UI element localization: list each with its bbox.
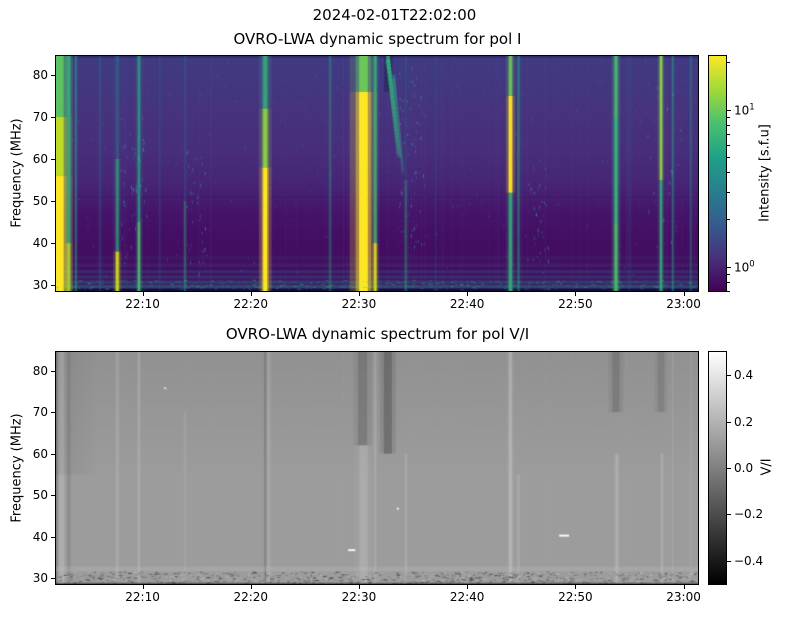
- colorbar-tick-label: 0.0: [734, 461, 754, 475]
- panel2-plot-area: [55, 351, 699, 585]
- colorbar-tick-label: −0.4: [734, 553, 764, 568]
- y-tick: [51, 495, 55, 497]
- x-tick-label: 23:00: [666, 297, 701, 311]
- x-tick-label: 23:00: [666, 590, 701, 604]
- panel2-colorbar: [708, 351, 727, 585]
- colorbar-tick-label: 0.4: [734, 368, 754, 383]
- x-tick-label: 22:30: [341, 297, 377, 311]
- x-tick-label: 22:50: [558, 297, 593, 311]
- x-tick-label: 22:10: [125, 297, 160, 311]
- y-tick-label: 60: [32, 446, 48, 461]
- panel1-heatmap-canvas: [56, 56, 698, 291]
- x-tick-label: 22:40: [449, 297, 485, 311]
- y-tick-label: 60: [32, 151, 48, 166]
- colorbar-tick-label: −0.2: [734, 507, 764, 522]
- colorbar-tick: [727, 219, 730, 221]
- y-tick-label: 80: [32, 67, 48, 82]
- y-tick: [51, 74, 55, 76]
- x-tick: [575, 292, 577, 296]
- y-tick: [51, 243, 55, 245]
- colorbar-tick: [727, 281, 730, 283]
- x-tick: [250, 585, 252, 589]
- x-tick: [142, 292, 144, 296]
- colorbar-tick: [727, 134, 730, 136]
- y-tick-label: 50: [32, 488, 48, 503]
- colorbar-tick: [727, 191, 730, 193]
- x-tick-label: 22:50: [558, 590, 593, 604]
- y-tick: [51, 536, 55, 538]
- colorbar-tick: [727, 468, 731, 469]
- y-tick-label: 80: [32, 363, 48, 378]
- y-tick-label: 40: [32, 529, 48, 544]
- panel1-ylabel: Frequency (MHz): [9, 118, 25, 228]
- colorbar-tick: [727, 560, 731, 562]
- y-tick-label: 30: [32, 278, 48, 293]
- y-tick: [51, 578, 55, 580]
- y-tick: [51, 285, 55, 287]
- panel2-ylabel: Frequency (MHz): [9, 413, 25, 523]
- colorbar-tick: [727, 172, 730, 174]
- colorbar-tick: [727, 109, 731, 111]
- y-tick: [51, 412, 55, 414]
- figure-suptitle: 2024-02-01T22:02:00: [312, 6, 477, 24]
- panel1-plot-area: [55, 55, 699, 292]
- x-tick: [467, 585, 469, 589]
- x-tick-label: 22:30: [341, 590, 377, 604]
- panel1-colorbar-label: Intensity [s.f.u]: [757, 124, 773, 222]
- y-tick-label: 70: [32, 405, 48, 420]
- colorbar-tick: [727, 116, 730, 118]
- y-tick: [51, 370, 55, 372]
- x-tick: [467, 292, 469, 296]
- colorbar-tick-label: 100: [734, 259, 755, 275]
- panel2-colorbar-label: V/I: [759, 458, 775, 476]
- panel1-colorbar: [708, 55, 727, 292]
- x-tick: [142, 585, 144, 589]
- x-tick: [575, 585, 577, 589]
- panel1-title: OVRO-LWA dynamic spectrum for pol I: [233, 30, 522, 48]
- colorbar-tick: [727, 421, 731, 423]
- x-tick-label: 22:10: [125, 590, 160, 604]
- panel2-title: OVRO-LWA dynamic spectrum for pol V/I: [225, 325, 530, 343]
- colorbar-tick: [727, 514, 731, 516]
- colorbar-tick: [727, 144, 730, 146]
- y-tick: [51, 158, 55, 160]
- y-tick-label: 40: [32, 236, 48, 251]
- colorbar-tick-label: 101: [734, 102, 755, 118]
- y-tick: [51, 453, 55, 455]
- colorbar-tick: [727, 62, 730, 64]
- x-tick: [683, 585, 685, 589]
- colorbar-tick: [727, 156, 730, 158]
- colorbar-tick: [727, 124, 730, 126]
- colorbar-tick-label: 0.2: [734, 414, 754, 429]
- x-tick-label: 22:40: [449, 590, 485, 604]
- x-tick: [250, 292, 252, 296]
- y-tick-label: 70: [32, 109, 48, 124]
- y-tick-label: 30: [32, 571, 48, 586]
- x-tick: [358, 585, 360, 589]
- colorbar-tick: [727, 273, 730, 275]
- x-tick: [358, 292, 360, 296]
- x-tick-label: 22:20: [233, 297, 269, 311]
- colorbar-tick: [727, 291, 730, 292]
- colorbar-tick: [727, 375, 731, 377]
- x-tick-label: 22:20: [233, 590, 269, 604]
- y-tick-label: 50: [32, 194, 48, 209]
- y-tick: [51, 116, 55, 118]
- x-tick: [683, 292, 685, 296]
- panel2-heatmap-canvas: [56, 352, 698, 584]
- y-tick: [51, 201, 55, 203]
- colorbar-tick: [727, 266, 731, 268]
